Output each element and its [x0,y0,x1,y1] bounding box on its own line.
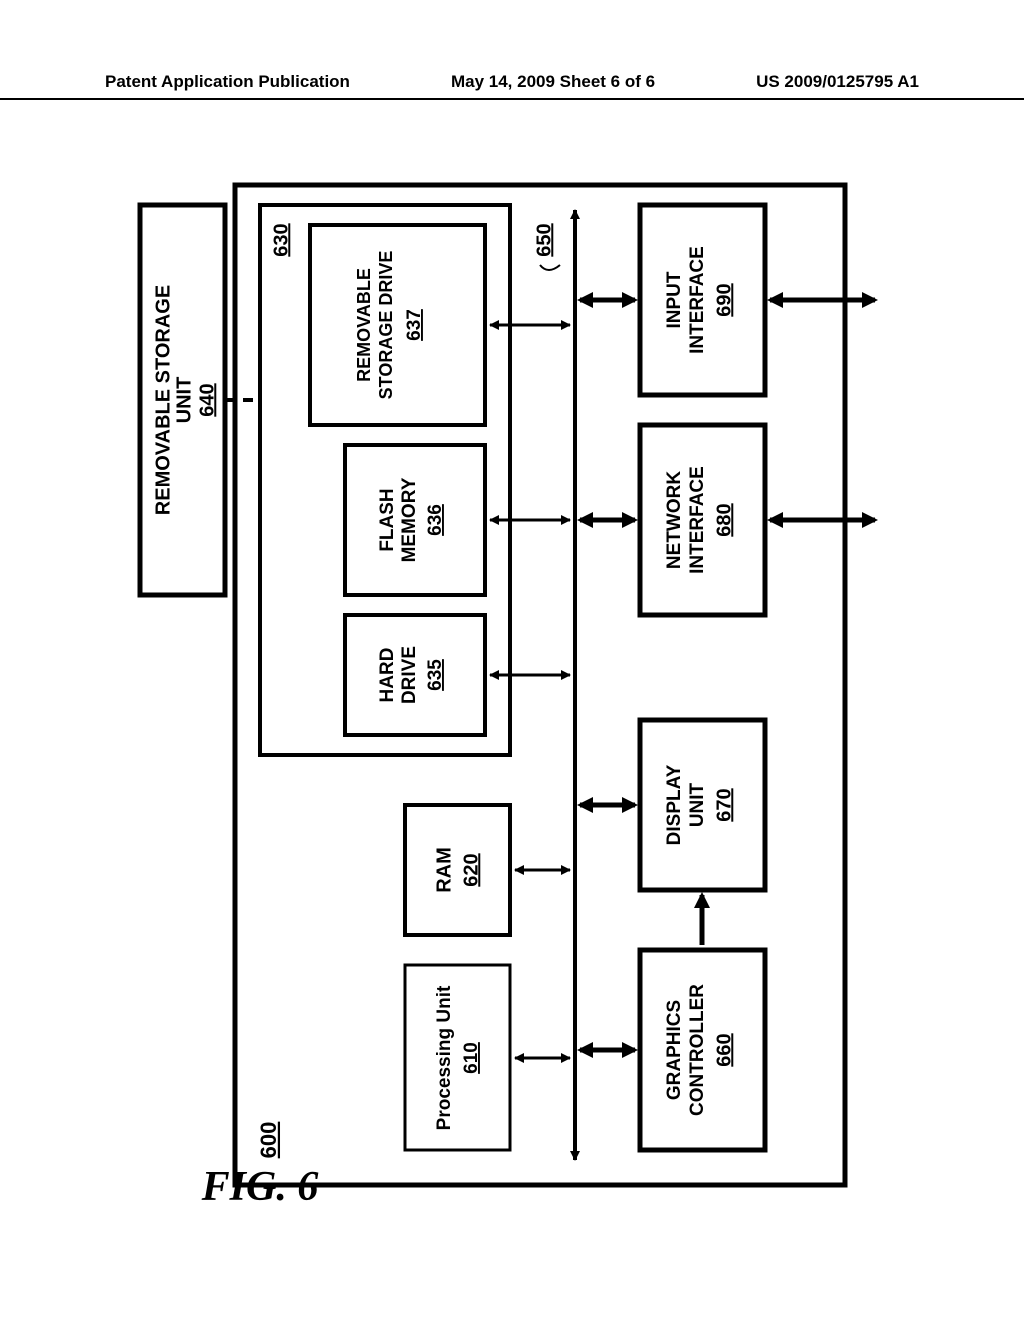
du-ref: 670 [713,788,735,821]
ni-line2: INTERFACE [687,466,708,574]
figure-6-diagram: 600 REMOVABLE STORAGE UNIT 640 630 HARD … [130,155,890,1225]
du-line1: DISPLAY [664,764,685,845]
ni-line1: NETWORK [664,471,685,569]
header-left: Patent Application Publication [105,72,350,92]
ram-line1: RAM [433,847,455,893]
figure-caption: FIG. 6 [201,1164,319,1210]
fm-ref: 636 [425,504,446,536]
gc-line2: CONTROLLER [687,984,708,1116]
ii-line2: INTERFACE [687,246,708,354]
du-line2: UNIT [687,782,708,827]
header-right: US 2009/0125795 A1 [756,72,919,92]
hd-line2: DRIVE [399,646,420,704]
ram-ref: 620 [460,853,482,886]
fm-line1: FLASH [377,488,398,551]
hd-line1: HARD [377,648,398,703]
gc-ref: 660 [713,1033,735,1066]
secondary-memory-ref: 630 [270,223,292,256]
rsu-line1: REMOVABLE STORAGE [152,285,174,515]
gc-line1: GRAPHICS [664,1000,685,1100]
ii-ref: 690 [713,283,735,316]
rsd-line1: REMOVABLE [354,268,374,382]
rsu-line2: UNIT [173,377,195,424]
ni-ref: 680 [713,503,735,536]
removable-storage-drive-box [310,225,485,425]
bus-ref: 650 [533,223,555,256]
rsd-ref: 637 [404,309,425,341]
page: Patent Application Publication May 14, 2… [0,0,1024,1320]
pu-ref: 610 [461,1042,482,1074]
fm-line2: MEMORY [399,477,420,562]
processing-unit-box [405,965,510,1150]
ram-box [405,805,510,935]
hd-ref: 635 [425,659,446,691]
rsu-ref: 640 [196,383,218,416]
ii-line1: INPUT [664,271,685,328]
header-center: May 14, 2009 Sheet 6 of 6 [451,72,655,92]
rsd-line2: STORAGE DRIVE [376,251,396,400]
page-header: Patent Application Publication May 14, 2… [0,72,1024,100]
pu-line1: Processing Unit [434,985,455,1130]
system-ref: 600 [256,1122,281,1159]
